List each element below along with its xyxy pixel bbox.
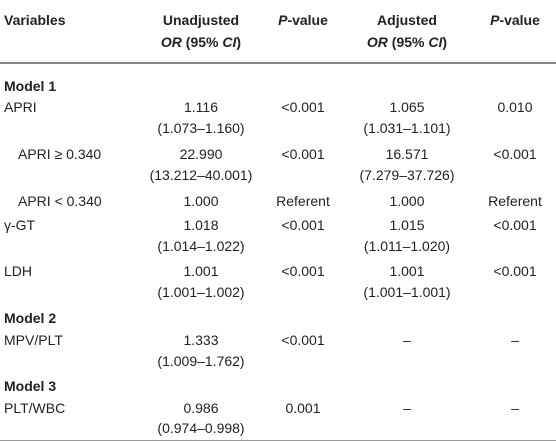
- row-unadjusted-or: 0.986: [183, 400, 219, 416]
- row-pvalue-unadjusted: <0.001: [281, 146, 325, 162]
- header-variables: Variables: [4, 12, 66, 28]
- row-pvalue-adjusted: <0.001: [493, 146, 537, 162]
- header-pvalue-unadjusted: P-value: [262, 10, 344, 31]
- row-pvalue-adjusted: <0.001: [493, 263, 537, 279]
- header-unadjusted-ci-close: ): [236, 34, 242, 50]
- row-pvalue-unadjusted: Referent: [276, 193, 330, 209]
- header-unadjusted: Unadjusted: [162, 12, 240, 28]
- row-adjusted-or: –: [403, 332, 411, 348]
- header-divider: [0, 62, 556, 64]
- header-unadjusted-ci-open: (95%: [181, 34, 223, 50]
- row-unadjusted-or: 1.018: [183, 217, 219, 233]
- header-adjusted-ci-close: ): [442, 34, 448, 50]
- row-adjusted-or: –: [403, 400, 411, 416]
- row-adjusted-or: 1.000: [389, 193, 425, 209]
- row-variable: MPV/PLT: [4, 332, 63, 348]
- row-pvalue-adjusted: –: [511, 332, 519, 348]
- row-unadjusted-ci: (13.212–40.001): [149, 167, 253, 183]
- row-variable: APRI ≥ 0.340: [18, 146, 102, 162]
- row-unadjusted-or: 1.116: [184, 99, 218, 115]
- row-pvalue-adjusted: Referent: [488, 193, 542, 209]
- row-unadjusted-ci: (1.001–1.002): [157, 284, 245, 300]
- row-pvalue-unadjusted: <0.001: [281, 217, 325, 233]
- row-adjusted-or: 1.001: [389, 263, 425, 279]
- header-adjusted-or: OR: [366, 34, 388, 50]
- header-pvalue-adjusted-rest: -value: [499, 12, 540, 28]
- row-unadjusted-or: 1.000: [183, 193, 219, 209]
- row-variable: APRI: [4, 99, 37, 115]
- header-adjusted-ci: OR (95% CI): [334, 32, 480, 53]
- header-adjusted: Adjusted: [377, 12, 437, 28]
- header-pvalue-unadjusted-p: P: [278, 12, 288, 28]
- header-unadjusted-ci: OR (95% CI): [128, 32, 274, 53]
- row-pvalue-adjusted: 0.010: [497, 99, 533, 115]
- header-pvalue-unadjusted-rest: -value: [287, 12, 328, 28]
- row-unadjusted-or: 22.990: [179, 146, 223, 162]
- row-adjusted-or: 16.571: [385, 146, 429, 162]
- row-unadjusted-ci: (1.014–1.022): [157, 238, 245, 254]
- header-unadjusted-ci-label: CI: [222, 34, 237, 50]
- row-adjusted-ci: (1.001–1.001): [363, 284, 451, 300]
- row-adjusted-or: 1.015: [389, 217, 425, 233]
- row-adjusted-ci: (1.011–1.020): [363, 238, 451, 254]
- header-pvalue-adjusted: P-value: [474, 10, 556, 31]
- header-unadjusted-or: OR: [160, 34, 182, 50]
- row-adjusted-or: 1.065: [389, 99, 425, 115]
- row-pvalue-adjusted: <0.001: [493, 217, 537, 233]
- row-pvalue-unadjusted: 0.001: [285, 400, 321, 416]
- row-variable: γ-GT: [4, 217, 36, 233]
- row-unadjusted-ci: (0.974–0.998): [157, 420, 245, 436]
- row-pvalue-unadjusted: <0.001: [281, 332, 325, 348]
- row-pvalue-adjusted: –: [511, 400, 519, 416]
- row-unadjusted-or: 1.001: [183, 263, 219, 279]
- header-adjusted-ci-label: CI: [428, 34, 443, 50]
- row-variable: PLT/WBC: [4, 400, 66, 416]
- row-adjusted-ci: (1.031–1.101): [363, 120, 451, 136]
- header-adjusted-ci-open: (95%: [387, 34, 429, 50]
- row-adjusted-ci: (7.279–37.726): [359, 167, 455, 183]
- row-unadjusted-ci: (1.073–1.160): [157, 120, 245, 136]
- model-title: Model 3: [4, 378, 57, 394]
- model-title: Model 1: [4, 78, 57, 94]
- header-pvalue-adjusted-p: P: [490, 12, 500, 28]
- row-variable: APRI < 0.340: [18, 193, 102, 209]
- row-pvalue-unadjusted: <0.001: [281, 263, 325, 279]
- row-unadjusted-or: 1.333: [183, 332, 219, 348]
- model-title: Model 2: [4, 310, 57, 326]
- row-pvalue-unadjusted: <0.001: [281, 99, 325, 115]
- row-variable: LDH: [4, 263, 33, 279]
- row-unadjusted-ci: (1.009–1.762): [157, 353, 245, 369]
